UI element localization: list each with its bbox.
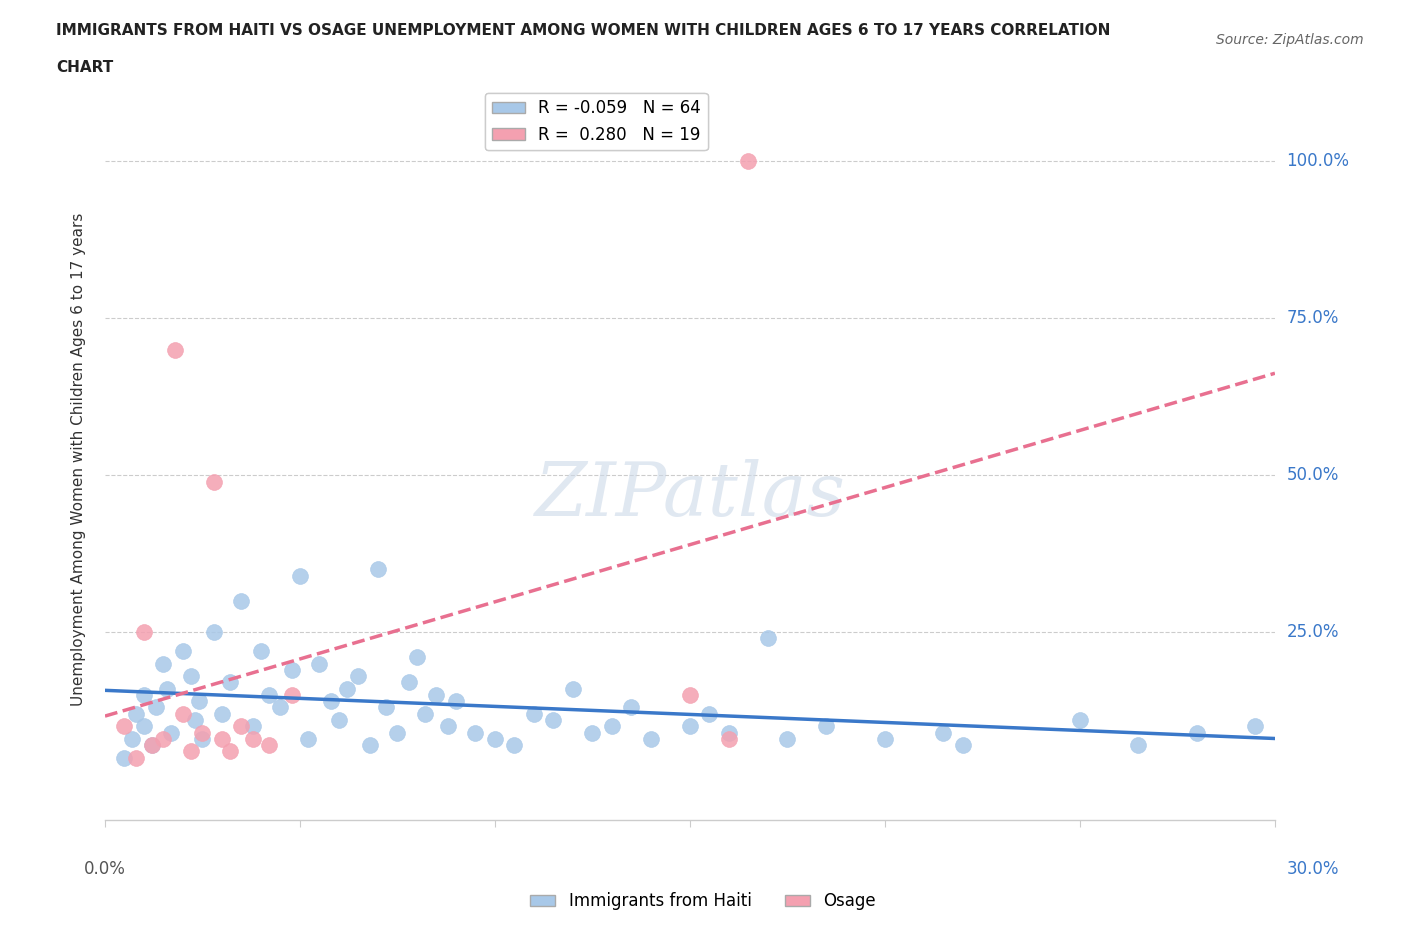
Point	[600, 719, 623, 734]
Point	[756, 631, 779, 645]
Point	[187, 694, 209, 709]
Point	[543, 712, 565, 727]
Point	[413, 706, 436, 721]
Point	[297, 731, 319, 746]
Point	[484, 731, 506, 746]
Text: 50.0%: 50.0%	[1286, 466, 1339, 485]
Legend: Immigrants from Haiti, Osage: Immigrants from Haiti, Osage	[523, 885, 883, 917]
Point	[250, 644, 273, 658]
Point	[191, 725, 214, 740]
Point	[873, 731, 896, 746]
Point	[437, 719, 460, 734]
Point	[464, 725, 486, 740]
Point	[1128, 737, 1150, 752]
Point	[114, 751, 136, 765]
Point	[152, 731, 174, 746]
Point	[152, 656, 174, 671]
Point	[503, 737, 526, 752]
Point	[145, 700, 167, 715]
Point	[288, 568, 311, 583]
Point	[172, 706, 194, 721]
Point	[132, 719, 155, 734]
Text: CHART: CHART	[56, 60, 114, 75]
Text: IMMIGRANTS FROM HAITI VS OSAGE UNEMPLOYMENT AMONG WOMEN WITH CHILDREN AGES 6 TO : IMMIGRANTS FROM HAITI VS OSAGE UNEMPLOYM…	[56, 23, 1111, 38]
Point	[406, 650, 429, 665]
Point	[231, 593, 253, 608]
Point	[679, 719, 702, 734]
Point	[737, 154, 759, 169]
Point	[281, 687, 304, 702]
Point	[321, 694, 343, 709]
Text: ZIPatlas: ZIPatlas	[534, 459, 845, 532]
Point	[699, 706, 721, 721]
Y-axis label: Unemployment Among Women with Children Ages 6 to 17 years: Unemployment Among Women with Children A…	[72, 213, 86, 706]
Point	[425, 687, 447, 702]
Point	[523, 706, 546, 721]
Point	[165, 342, 187, 357]
Point	[581, 725, 603, 740]
Point	[183, 712, 205, 727]
Point	[1244, 719, 1267, 734]
Point	[257, 737, 280, 752]
Point	[132, 625, 155, 640]
Point	[218, 744, 240, 759]
Text: 75.0%: 75.0%	[1286, 310, 1339, 327]
Point	[156, 681, 179, 696]
Point	[952, 737, 974, 752]
Point	[141, 737, 163, 752]
Point	[242, 719, 264, 734]
Point	[180, 744, 202, 759]
Point	[562, 681, 585, 696]
Point	[640, 731, 662, 746]
Point	[211, 706, 233, 721]
Point	[180, 669, 202, 684]
Point	[620, 700, 643, 715]
Point	[347, 669, 370, 684]
Text: Source: ZipAtlas.com: Source: ZipAtlas.com	[1216, 33, 1364, 46]
Point	[125, 706, 148, 721]
Point	[125, 751, 148, 765]
Point	[132, 687, 155, 702]
Point	[679, 687, 702, 702]
Point	[717, 731, 740, 746]
Point	[336, 681, 359, 696]
Text: 30.0%: 30.0%	[1286, 860, 1339, 878]
Point	[374, 700, 396, 715]
Point	[202, 625, 225, 640]
Point	[398, 675, 420, 690]
Point	[269, 700, 291, 715]
Point	[191, 731, 214, 746]
Point	[815, 719, 838, 734]
Point	[328, 712, 350, 727]
Point	[160, 725, 183, 740]
Text: 100.0%: 100.0%	[1286, 153, 1350, 170]
Point	[717, 725, 740, 740]
Point	[242, 731, 264, 746]
Legend: R = -0.059   N = 64, R =  0.280   N = 19: R = -0.059 N = 64, R = 0.280 N = 19	[485, 93, 707, 151]
Point	[444, 694, 467, 709]
Point	[387, 725, 409, 740]
Point	[202, 474, 225, 489]
Point	[211, 731, 233, 746]
Point	[308, 656, 330, 671]
Point	[257, 687, 280, 702]
Text: 25.0%: 25.0%	[1286, 623, 1339, 641]
Point	[776, 731, 799, 746]
Point	[1069, 712, 1091, 727]
Point	[172, 644, 194, 658]
Point	[141, 737, 163, 752]
Point	[121, 731, 143, 746]
Point	[1185, 725, 1208, 740]
Point	[218, 675, 240, 690]
Point	[114, 719, 136, 734]
Point	[932, 725, 955, 740]
Point	[367, 562, 389, 577]
Point	[281, 662, 304, 677]
Point	[359, 737, 381, 752]
Text: 0.0%: 0.0%	[84, 860, 127, 878]
Point	[231, 719, 253, 734]
